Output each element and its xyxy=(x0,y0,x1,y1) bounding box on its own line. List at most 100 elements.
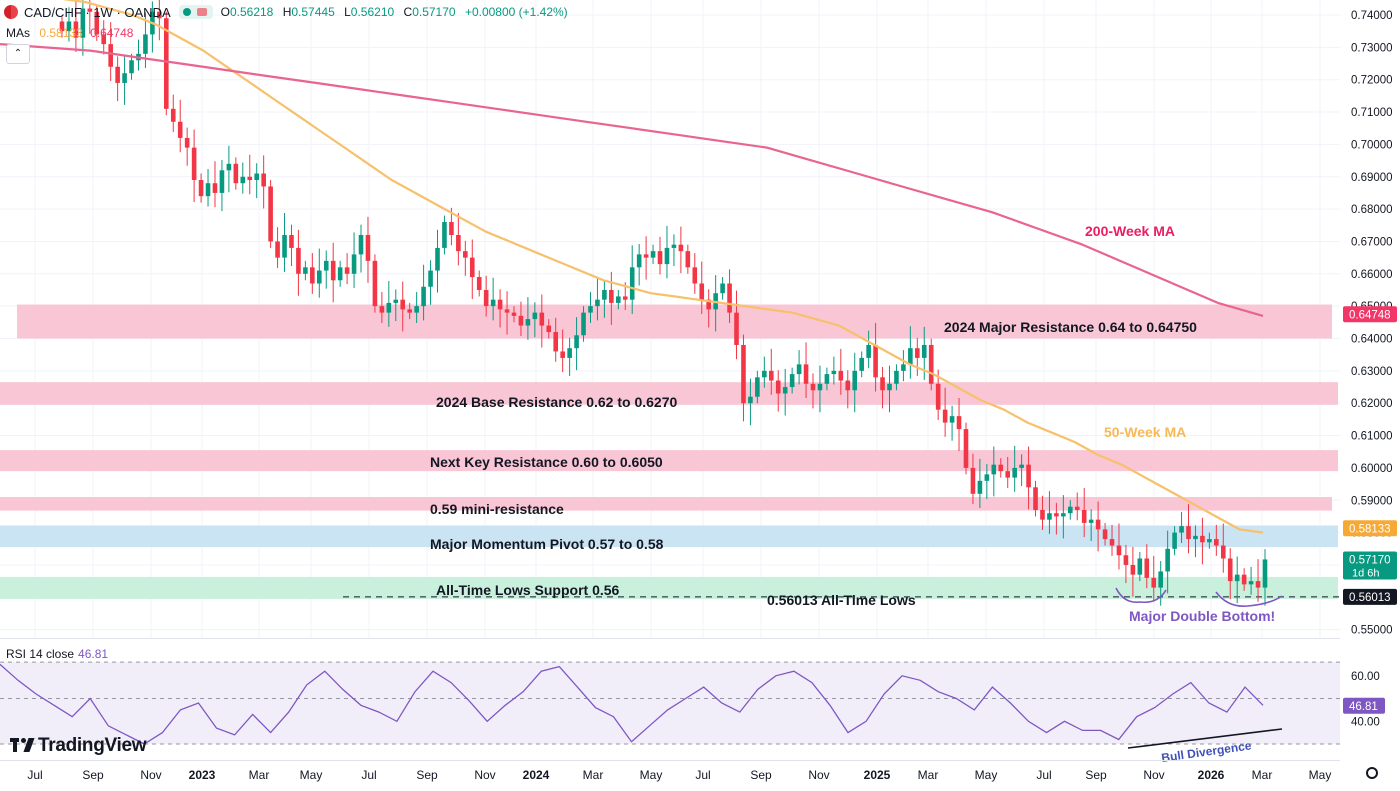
gear-icon[interactable] xyxy=(1366,767,1378,779)
candle-body xyxy=(998,464,1004,472)
candle-body xyxy=(184,137,190,148)
price-label-box xyxy=(1343,520,1397,537)
candle-body xyxy=(289,234,294,248)
candle-body xyxy=(699,283,705,300)
candle-body xyxy=(560,351,565,358)
candle-body xyxy=(921,344,927,358)
price-label-text: 0.57170 xyxy=(1349,554,1391,566)
time-tick-label: Mar xyxy=(583,768,604,782)
candle-body xyxy=(991,464,997,475)
candle-body xyxy=(657,251,663,265)
ma-legend[interactable]: MAs 0.58133 0.64748 xyxy=(6,26,133,40)
candle-body xyxy=(1123,555,1129,565)
price-tick-label: 0.61000 xyxy=(1351,431,1393,443)
candle-body xyxy=(977,480,983,494)
collapse-legend-button[interactable]: ⌃ xyxy=(6,44,30,64)
candle-body xyxy=(191,147,197,180)
price-tick-label: 0.63000 xyxy=(1351,366,1393,378)
market-status-icon[interactable] xyxy=(178,5,213,19)
candle-body xyxy=(595,299,600,307)
candle-body xyxy=(261,173,266,187)
time-axis[interactable]: Jul Sep Nov 2023 Mar May Jul Sep Nov 2024 Mar May Ju… xyxy=(0,760,1340,783)
candle-body xyxy=(768,370,774,381)
divergence-line xyxy=(1127,728,1283,749)
zone-band xyxy=(0,382,1338,405)
double-bottom-arc-left xyxy=(1115,587,1167,604)
candle-body xyxy=(908,348,913,365)
price-axis[interactable]: 0.74000 0.73000 0.72000 0.71000 0.70000 0.690… xyxy=(1340,0,1400,728)
candle-body xyxy=(692,267,698,284)
candle-body xyxy=(762,370,767,378)
candle-body xyxy=(650,251,656,258)
candle-body xyxy=(1214,539,1219,546)
candle-body xyxy=(463,251,468,258)
candle-body xyxy=(970,467,976,494)
time-tick-label: Sep xyxy=(416,768,438,782)
candle-body xyxy=(1186,526,1191,540)
candle-body xyxy=(928,344,934,384)
candle-body xyxy=(351,254,357,274)
candle-body xyxy=(574,335,579,349)
time-tick-label: Nov xyxy=(140,768,161,782)
canadian-flag-icon xyxy=(4,5,18,19)
candle-body xyxy=(1047,513,1052,520)
price-tick-label: 0.66000 xyxy=(1351,269,1393,281)
price-tick-label: 0.59000 xyxy=(1351,495,1393,507)
candle-body xyxy=(622,296,628,300)
candle-body xyxy=(421,286,426,307)
candle-body xyxy=(1179,526,1184,533)
candle-body xyxy=(483,289,489,307)
rsi-legend-value: 46.81 xyxy=(78,647,109,661)
ma200-line xyxy=(0,43,1264,317)
candle-body xyxy=(720,283,725,294)
time-tick-label: Mar xyxy=(918,768,939,782)
price-tick-label: 0.70000 xyxy=(1351,139,1393,151)
candle-body xyxy=(1109,539,1115,546)
candle-body xyxy=(393,299,399,303)
candle-body xyxy=(553,332,559,352)
candle-body xyxy=(87,8,93,12)
candle-body xyxy=(546,325,552,333)
candle-body xyxy=(956,416,962,430)
candle-body xyxy=(108,44,113,67)
candle-body xyxy=(1054,513,1059,517)
tradingview-mark-icon xyxy=(10,738,35,752)
candle-body xyxy=(219,170,225,193)
annotations: 200-Week MA 50-Week MA 0.56013 All-Time Lo… xyxy=(767,223,1283,624)
candle-body xyxy=(1130,564,1136,575)
ma50-annotation: 50-Week MA xyxy=(1104,424,1186,440)
candle-body xyxy=(629,267,635,300)
candle-body xyxy=(177,121,183,138)
candle-body xyxy=(469,257,475,278)
candle-body xyxy=(775,380,781,394)
ohlc-values: O0.56218 H0.57445 L0.56210 C0.57170 +0.0… xyxy=(220,5,568,19)
close-value: 0.57170 xyxy=(412,5,456,19)
ma50-line xyxy=(62,0,1264,534)
price-label-text: 0.58133 xyxy=(1349,523,1391,535)
candle-body xyxy=(810,383,816,391)
candle-body xyxy=(1165,548,1170,572)
candle-body xyxy=(1227,558,1233,582)
candle-body xyxy=(942,409,948,423)
candle-body xyxy=(1061,513,1066,517)
candle-body xyxy=(1102,529,1108,540)
time-tick-label: May xyxy=(300,768,323,782)
candle-body xyxy=(66,21,72,32)
candle-body xyxy=(275,241,280,258)
zone-label: 2024 Major Resistance 0.64 to 0.64750 xyxy=(944,319,1197,335)
time-tick-label: Nov xyxy=(1143,768,1164,782)
candle-body xyxy=(1074,506,1080,510)
tradingview-logo[interactable]: TradingView xyxy=(10,735,147,757)
candle-body xyxy=(254,173,260,180)
zone-band xyxy=(0,576,1338,599)
candle-body xyxy=(1088,519,1094,523)
price-tick-label: 0.60000 xyxy=(1351,463,1393,475)
candle-body xyxy=(316,270,322,284)
price-label-text: 0.56013 xyxy=(1349,592,1391,604)
candle-body xyxy=(852,370,858,391)
candles xyxy=(59,0,1268,606)
candle-body xyxy=(504,309,510,313)
rsi-legend[interactable]: RSI 14 close 46.81 xyxy=(6,647,108,661)
symbol-title[interactable]: CAD/CHF · 1W · OANDA xyxy=(24,4,171,20)
